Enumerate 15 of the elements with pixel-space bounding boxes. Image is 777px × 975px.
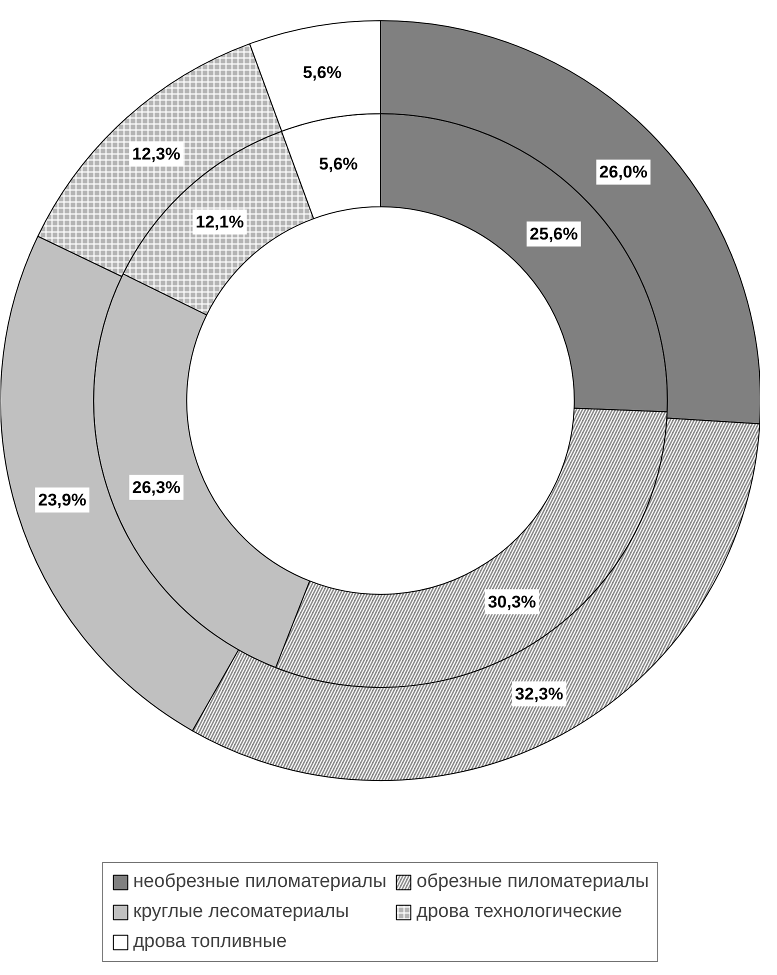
legend-label: обрезные пиломатериалы [416,871,649,893]
data-label: 5,6% [302,62,342,82]
data-label: 26,0% [599,162,648,182]
data-label: 23,9% [38,490,86,510]
legend-label: необрезные пиломатериалы [133,871,387,893]
legend-label: дрова топливные [133,931,287,953]
legend-label: дрова технологические [416,901,622,923]
legend-label: круглые лесоматериалы [133,901,350,923]
data-label: 12,3% [132,144,180,164]
data-label: 30,3% [488,592,536,612]
data-label: 32,3% [515,684,564,704]
data-label: 12,1% [196,212,244,232]
data-label: 5,6% [319,154,358,174]
data-label: 26,3% [132,478,180,497]
data-label: 25,6% [530,224,578,244]
